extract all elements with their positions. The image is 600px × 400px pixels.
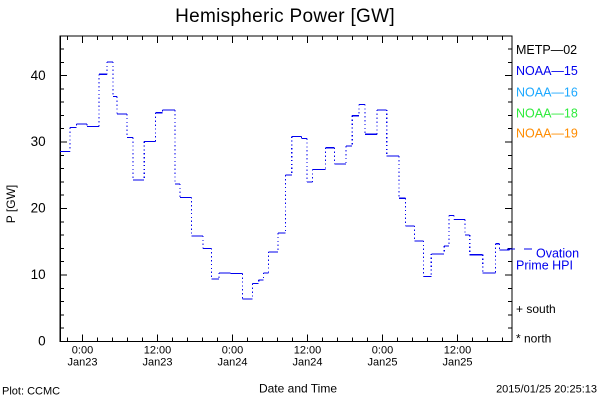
svg-text:20: 20 bbox=[31, 201, 46, 216]
svg-text:0:00: 0:00 bbox=[372, 344, 393, 356]
svg-text:12:00: 12:00 bbox=[444, 344, 472, 356]
svg-text:0:00: 0:00 bbox=[222, 344, 243, 356]
svg-text:Prime HPI: Prime HPI bbox=[516, 259, 573, 273]
svg-text:Hemispheric Power [GW]: Hemispheric Power [GW] bbox=[175, 6, 395, 27]
svg-text:Jan23: Jan23 bbox=[143, 356, 173, 368]
svg-text:12:00: 12:00 bbox=[294, 344, 322, 356]
svg-text:12:00: 12:00 bbox=[144, 344, 172, 356]
svg-text:10: 10 bbox=[31, 267, 46, 282]
svg-text:0: 0 bbox=[38, 334, 46, 349]
svg-text:40: 40 bbox=[31, 68, 46, 83]
svg-text:2015/01/25 20:25:13: 2015/01/25 20:25:13 bbox=[496, 384, 597, 396]
svg-text:Date and Time: Date and Time bbox=[259, 382, 337, 396]
svg-text:* north: * north bbox=[516, 332, 551, 346]
svg-text:NOAA—18: NOAA—18 bbox=[516, 107, 578, 121]
svg-text:METP—02: METP—02 bbox=[516, 43, 577, 57]
svg-text:Jan23: Jan23 bbox=[68, 356, 98, 368]
svg-text:NOAA—16: NOAA—16 bbox=[516, 85, 578, 99]
svg-text:+ south: + south bbox=[516, 302, 556, 316]
svg-text:NOAA—19: NOAA—19 bbox=[516, 127, 578, 141]
svg-text:30: 30 bbox=[31, 134, 46, 149]
svg-text:Jan24: Jan24 bbox=[293, 356, 323, 368]
svg-text:P [GW]: P [GW] bbox=[4, 185, 18, 223]
svg-text:NOAA—15: NOAA—15 bbox=[516, 64, 578, 78]
svg-text:Plot: CCMC: Plot: CCMC bbox=[2, 386, 60, 398]
svg-text:Jan25: Jan25 bbox=[368, 356, 398, 368]
svg-text:0:00: 0:00 bbox=[72, 344, 93, 356]
svg-text:Jan24: Jan24 bbox=[218, 356, 248, 368]
svg-text:Jan25: Jan25 bbox=[443, 356, 473, 368]
